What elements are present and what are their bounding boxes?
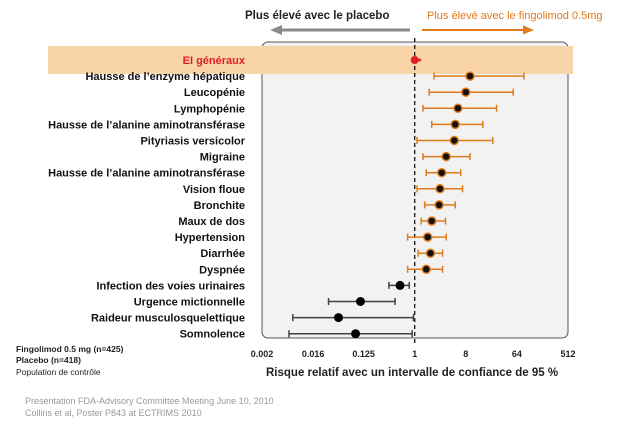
placebo-direction-arrow — [270, 25, 410, 35]
footer-source-1: Presentation FDA-Advisory Committee Meet… — [25, 396, 274, 406]
row-label: Lymphopénie — [174, 103, 245, 115]
row-label: Migraine — [200, 152, 245, 164]
row-label: Infection des voies urinaires — [96, 280, 245, 292]
legend-placebo: Placebo (n=418) — [16, 355, 81, 365]
point-marker — [436, 167, 447, 178]
row-label: Dyspnée — [199, 264, 245, 276]
point-marker — [425, 248, 436, 258]
fingolimod-direction-arrow — [422, 25, 534, 35]
row-label: Vision floue — [183, 184, 245, 196]
row-label: Hypertension — [175, 232, 246, 244]
overall-row-label: EI généraux — [183, 55, 246, 67]
point-marker — [449, 135, 460, 146]
point-marker — [465, 71, 475, 81]
row-label: Diarrhée — [200, 248, 245, 260]
x-tick-label: 0.002 — [251, 349, 274, 359]
legend-fingolimod: Fingolimod 0.5 mg (n=425) — [16, 344, 124, 354]
point-marker — [351, 329, 361, 339]
point-marker — [426, 216, 437, 226]
overall-point-marker — [410, 56, 419, 64]
point-marker — [421, 264, 432, 275]
row-label: Leucopénie — [184, 87, 245, 99]
row-label: Hausse de l’alanine aminotransférase — [48, 168, 245, 180]
point-marker — [435, 184, 445, 194]
x-axis-label: Risque relatif avec un intervalle de con… — [266, 367, 558, 379]
row-label: Somnolence — [180, 329, 245, 341]
row-label: Bronchite — [194, 200, 245, 212]
point-marker — [355, 297, 365, 306]
row-label: Hausse de l’enzyme hépatique — [85, 71, 245, 83]
point-marker — [434, 200, 444, 210]
row-label: Raideur musculosquelettique — [91, 313, 245, 325]
fingolimod-header-label: Plus élevé avec le fingolimod 0.5mg — [427, 10, 602, 22]
x-tick-label: 8 — [463, 349, 468, 359]
legend-population: Population de contrôle — [16, 367, 101, 377]
point-marker — [334, 313, 344, 323]
x-tick-label: 0.125 — [352, 349, 375, 359]
row-label: Urgence mictionnelle — [134, 297, 245, 309]
point-marker — [422, 232, 433, 242]
x-tick-label: 512 — [560, 349, 575, 359]
x-tick-label: 0.016 — [302, 349, 325, 359]
point-marker — [453, 103, 463, 114]
point-marker — [461, 87, 471, 97]
placebo-header-label: Plus élevé avec le placebo — [245, 10, 389, 22]
overall-highlight-band — [48, 46, 573, 74]
point-marker — [441, 151, 451, 162]
footer-source-2: Collins et al, Poster P843 at ECTRIMS 20… — [25, 408, 202, 418]
point-marker — [450, 119, 460, 130]
x-tick-label: 64 — [512, 349, 522, 359]
x-tick-label: 1 — [412, 349, 417, 359]
row-label: Pityriasis versicolor — [140, 136, 245, 148]
row-label: Maux de dos — [178, 216, 245, 228]
point-marker — [395, 280, 405, 290]
row-label: Hausse de l’alanine aminotransférase — [48, 119, 245, 131]
